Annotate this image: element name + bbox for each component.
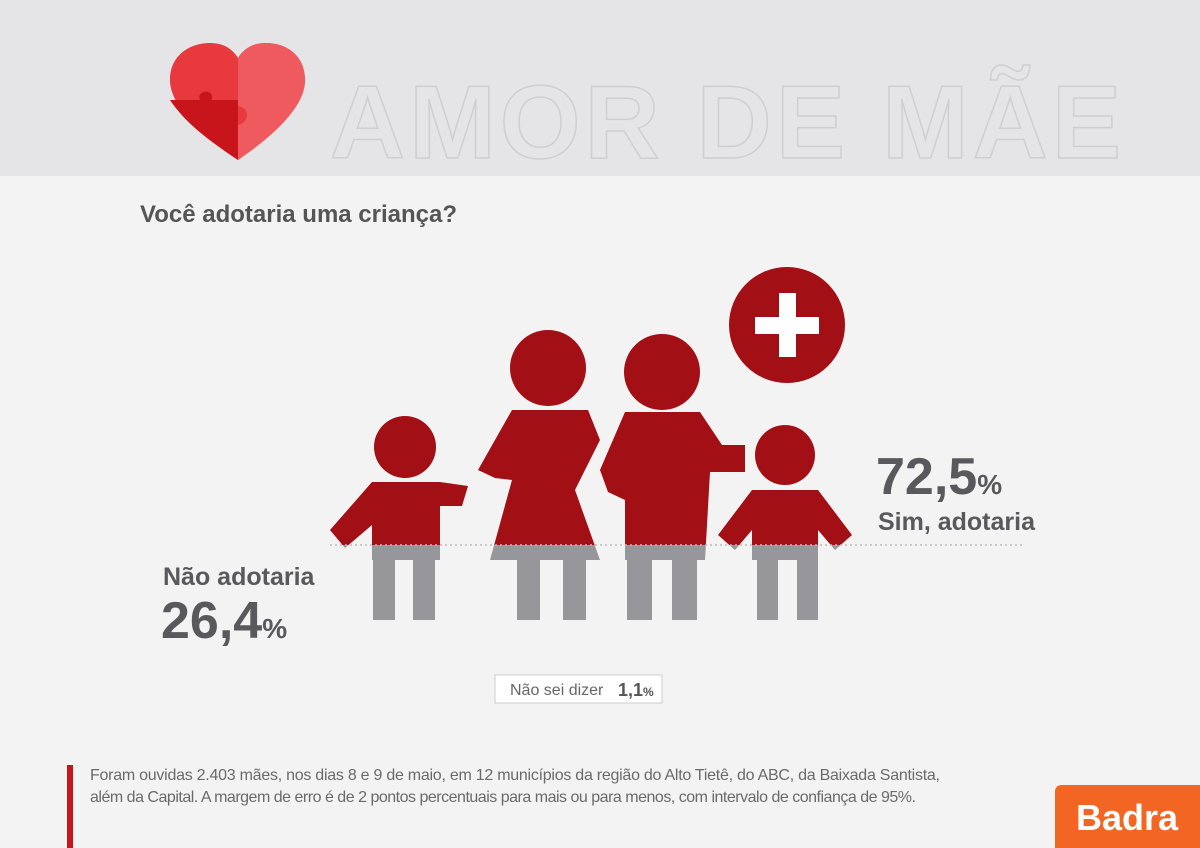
- yes-label: Sim, adotaria: [878, 508, 1036, 536]
- yes-value: 72,5%: [876, 448, 1002, 506]
- footnote-bar: [67, 765, 73, 848]
- no-unit: %: [262, 613, 287, 644]
- unsure-unit: %: [643, 685, 654, 699]
- question: Você adotaria uma criança?: [140, 201, 457, 228]
- yes-unit: %: [977, 469, 1002, 500]
- footnote-line: Foram ouvidas 2.403 mães, nos dias 8 e 9…: [90, 767, 940, 784]
- logo-badge: [1055, 785, 1200, 848]
- family-illustration: [330, 267, 852, 620]
- logo: Badra: [1076, 797, 1179, 838]
- unsure-number: 1,1: [618, 680, 643, 700]
- footnote-line: além da Capital. A margem de erro é de 2…: [90, 789, 916, 806]
- no-label: Não adotaria: [163, 563, 316, 591]
- heart-icon: [170, 43, 305, 160]
- no-number: 26,4: [161, 592, 262, 650]
- no-value: 26,4%: [161, 592, 287, 650]
- yes-number: 72,5: [876, 448, 977, 506]
- unsure-box: [494, 674, 663, 704]
- header-title: AMOR DE MÃE: [330, 65, 1125, 181]
- unsure-value: 1,1%: [618, 680, 654, 700]
- unsure-label: Não sei dizer: [510, 682, 604, 699]
